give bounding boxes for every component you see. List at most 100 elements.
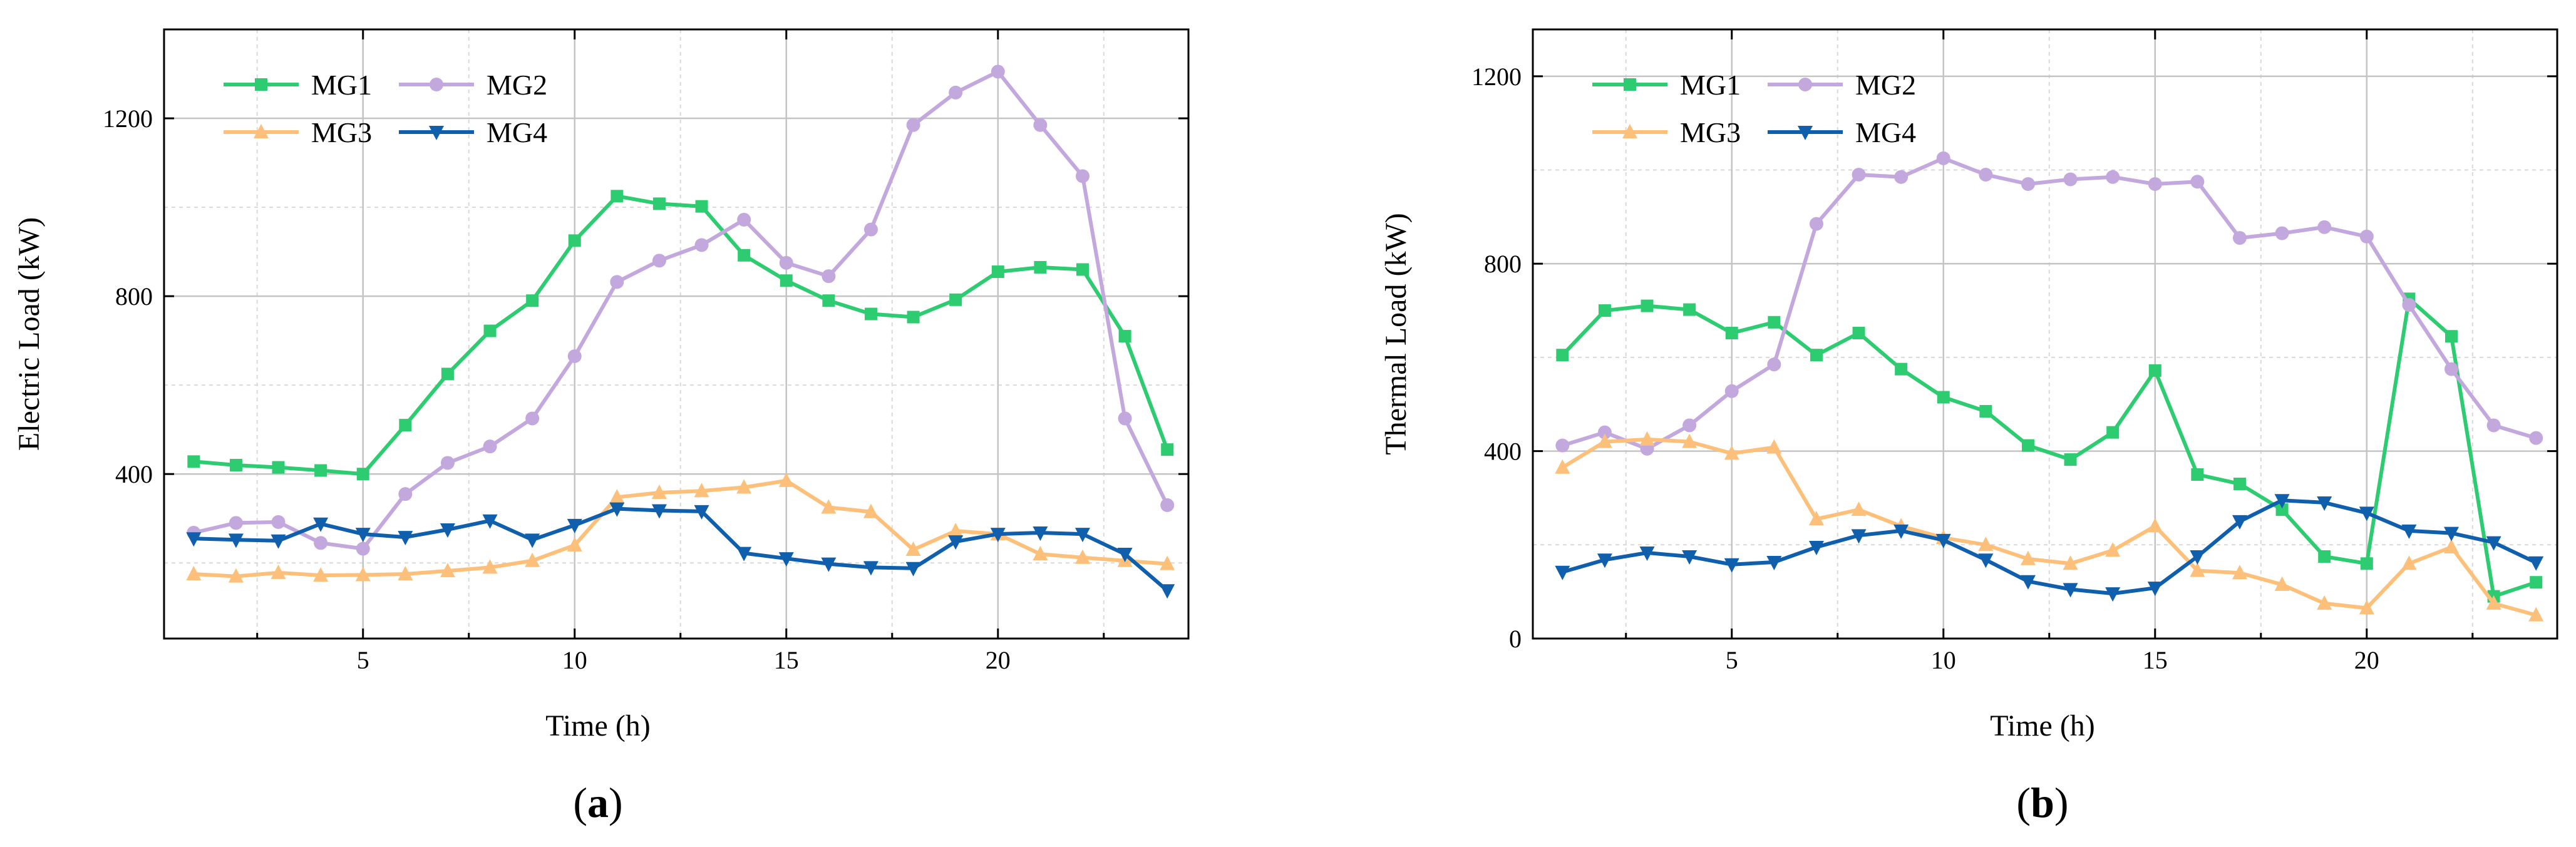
data-point-mg1 [314,464,327,477]
legend-label-mg4: MG4 [1855,116,1916,148]
data-point-mg2 [1809,217,1823,231]
data-point-mg3 [440,563,455,578]
data-point-mg2 [652,254,666,268]
data-point-mg1 [1725,327,1738,340]
data-point-mg1 [1641,299,1654,312]
data-point-mg2 [1118,411,1132,426]
data-point-mg2 [1724,384,1739,398]
series-line-mg3 [1561,437,2537,617]
legend-label-mg1: MG1 [1680,69,1741,101]
data-point-mg2 [1555,438,1570,453]
data-point-mg4 [2232,515,2247,530]
data-point-mg2 [2317,220,2332,234]
data-point-mg2 [2232,231,2247,245]
y-axis-title: Thermal Load (kW) [1379,213,1413,454]
data-point-mg4 [1851,529,1867,544]
data-point-mg2 [1160,498,1175,512]
data-point-mg1 [738,249,751,262]
data-point-mg1 [611,190,624,203]
data-point-mg1 [1598,304,1611,317]
data-point-mg4 [1074,528,1090,543]
legend-marker-mg1 [1624,78,1636,91]
data-point-mg4 [821,557,837,572]
data-point-mg2 [737,212,751,227]
legend-marker-mg1 [255,78,267,91]
data-point-mg4 [1033,526,1048,541]
data-point-mg3 [186,566,202,581]
legend-marker-mg4 [429,126,444,140]
data-point-mg2 [822,269,836,284]
data-point-mg4 [2317,496,2332,511]
data-point-mg1 [1076,263,1089,276]
data-point-mg2 [398,487,413,501]
data-point-mg1 [652,197,666,210]
data-point-mg3 [2020,550,2036,565]
data-point-mg2 [1979,168,1993,182]
data-point-mg1 [1118,330,1131,343]
data-point-mg1 [2275,503,2289,516]
data-point-mg4 [863,561,878,576]
data-point-mg2 [567,349,582,364]
data-point-mg1 [949,293,962,306]
data-point-mg1 [2191,468,2204,481]
legend-marker-mg2 [430,78,443,91]
data-point-mg2 [2148,177,2162,191]
data-point-mg3 [651,485,667,500]
y-tick-label: 0 [1509,625,1522,653]
data-point-mg4 [948,535,964,550]
data-point-mg1 [1895,362,1908,376]
data-point-mg4 [1893,524,1909,539]
series-mg1 [187,190,1174,481]
data-point-mg4 [1808,541,1824,556]
x-tick-label: 5 [1726,646,1738,674]
x-axis-title: Time (h) [1990,709,2095,742]
series-line-mg2 [193,69,1169,551]
data-point-mg2 [779,255,793,270]
data-point-mg2 [1075,169,1090,183]
data-point-mg3 [482,559,498,574]
data-point-mg2 [610,275,624,289]
data-point-mg1 [399,419,412,432]
data-point-mg4 [482,514,498,529]
data-point-mg3 [2232,565,2247,580]
data-point-mg3 [1808,511,1824,526]
y-tick-label: 1200 [1471,63,1522,91]
data-point-mg2 [1894,170,1909,184]
data-point-mg1 [1979,404,1992,418]
data-point-mg2 [356,542,370,556]
data-point-mg1 [1683,303,1696,316]
legend-label-mg2: MG2 [487,69,547,101]
data-point-mg4 [1724,558,1739,573]
data-point-mg4 [736,547,752,562]
data-point-mg2 [2359,229,2374,244]
data-point-mg3 [1555,459,1570,474]
panel-label: (a) [573,779,622,826]
data-point-mg1 [441,367,454,381]
x-axis-title: Time (h) [545,709,651,742]
y-tick-label: 400 [1484,438,1522,466]
y-tick-label: 800 [115,282,153,311]
data-point-mg3 [694,483,709,498]
data-point-mg2 [525,411,540,426]
data-point-mg3 [1074,549,1090,564]
data-point-mg4 [355,528,371,543]
data-point-mg1 [780,274,793,287]
data-point-mg4 [567,518,582,533]
chart-panel-b: 5 10 15 20 0 400 800 1200 Time (h) Thermal Load (… [1379,28,2558,826]
data-point-mg4 [440,523,455,538]
data-point-mg1 [1852,327,1865,340]
y-tick-label: 400 [115,460,153,488]
data-point-mg4 [1978,553,1994,568]
data-point-mg3 [2443,539,2459,554]
series-line-mg1 [1561,297,2537,598]
legend-label-mg2: MG2 [1855,69,1916,101]
panel-label: (b) [2016,779,2068,826]
data-point-mg2 [2529,431,2543,445]
data-point-mg2 [2190,175,2205,189]
data-point-mg2 [2402,298,2416,312]
chart-panel-a: 5 10 15 20 400 800 1200 Time (h) Electric Load (… [13,28,1190,826]
x-tick-label: 15 [774,646,799,674]
data-point-mg2 [314,536,328,550]
data-point-mg4 [990,528,1006,543]
data-point-mg4 [2063,583,2078,598]
